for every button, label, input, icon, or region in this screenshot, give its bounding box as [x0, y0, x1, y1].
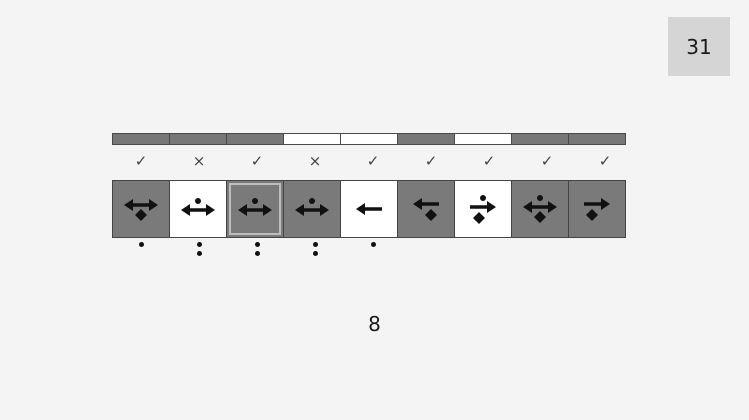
dot-count [344, 241, 402, 259]
cross-mark-icon: × [308, 152, 322, 170]
dot-icon [254, 251, 260, 256]
dot-icon [370, 242, 376, 247]
progress-segment [340, 133, 398, 145]
cross-mark-icon: × [192, 152, 206, 170]
tile-4[interactable] [283, 180, 341, 238]
tile-5[interactable] [340, 180, 398, 238]
dot-icon [138, 242, 144, 247]
tile-7[interactable] [454, 180, 512, 238]
dot-count [112, 241, 170, 259]
arrow-both-dot-up-icon [235, 189, 275, 229]
arrow-both-dot-diamond-icon [520, 189, 560, 229]
tile-3[interactable] [226, 180, 284, 238]
check-mark-icon: ✓ [424, 152, 438, 170]
progress-segment [283, 133, 341, 145]
arrow-both-diamond-down-icon [121, 189, 161, 229]
dot-count [518, 241, 576, 259]
dot-count [286, 241, 344, 259]
status-marks-row: ✓ × ✓ × ✓ ✓ ✓ ✓ ✓ [112, 150, 634, 172]
check-mark-icon: ✓ [482, 152, 496, 170]
progress-segment [226, 133, 284, 145]
check-mark-icon: ✓ [540, 152, 554, 170]
dot-count [576, 241, 634, 259]
dot-icon [196, 242, 202, 247]
dot-count [228, 241, 286, 259]
tile-8[interactable] [511, 180, 569, 238]
progress-segment [397, 133, 455, 145]
dot-icon [196, 251, 202, 256]
arrow-left-diamond-down-icon [406, 189, 446, 229]
arrow-right-dot-diamond-icon [463, 189, 503, 229]
progress-bar [112, 133, 626, 145]
dot-count [402, 241, 460, 259]
check-mark-icon: ✓ [134, 152, 148, 170]
tile-9[interactable] [568, 180, 626, 238]
check-mark-icon: ✓ [598, 152, 612, 170]
progress-segment [169, 133, 227, 145]
tile-2[interactable] [169, 180, 227, 238]
tile-6[interactable] [397, 180, 455, 238]
arrow-left-icon [349, 189, 389, 229]
arrow-both-dot-up-icon [292, 189, 332, 229]
score-counter: 31 [668, 17, 730, 76]
arrow-right-diamond-down-icon [577, 189, 617, 229]
dot-count [170, 241, 228, 259]
tiles-row [112, 180, 626, 238]
dot-counts-row [112, 241, 634, 259]
bottom-number: 8 [368, 312, 381, 336]
dot-icon [254, 242, 260, 247]
dot-icon [312, 242, 318, 247]
check-mark-icon: ✓ [250, 152, 264, 170]
progress-segment [112, 133, 170, 145]
progress-segment [454, 133, 512, 145]
check-mark-icon: ✓ [366, 152, 380, 170]
arrow-both-dot-up-icon [178, 189, 218, 229]
progress-segment [568, 133, 626, 145]
dot-icon [312, 251, 318, 256]
tile-1[interactable] [112, 180, 170, 238]
progress-segment [511, 133, 569, 145]
dot-count [460, 241, 518, 259]
